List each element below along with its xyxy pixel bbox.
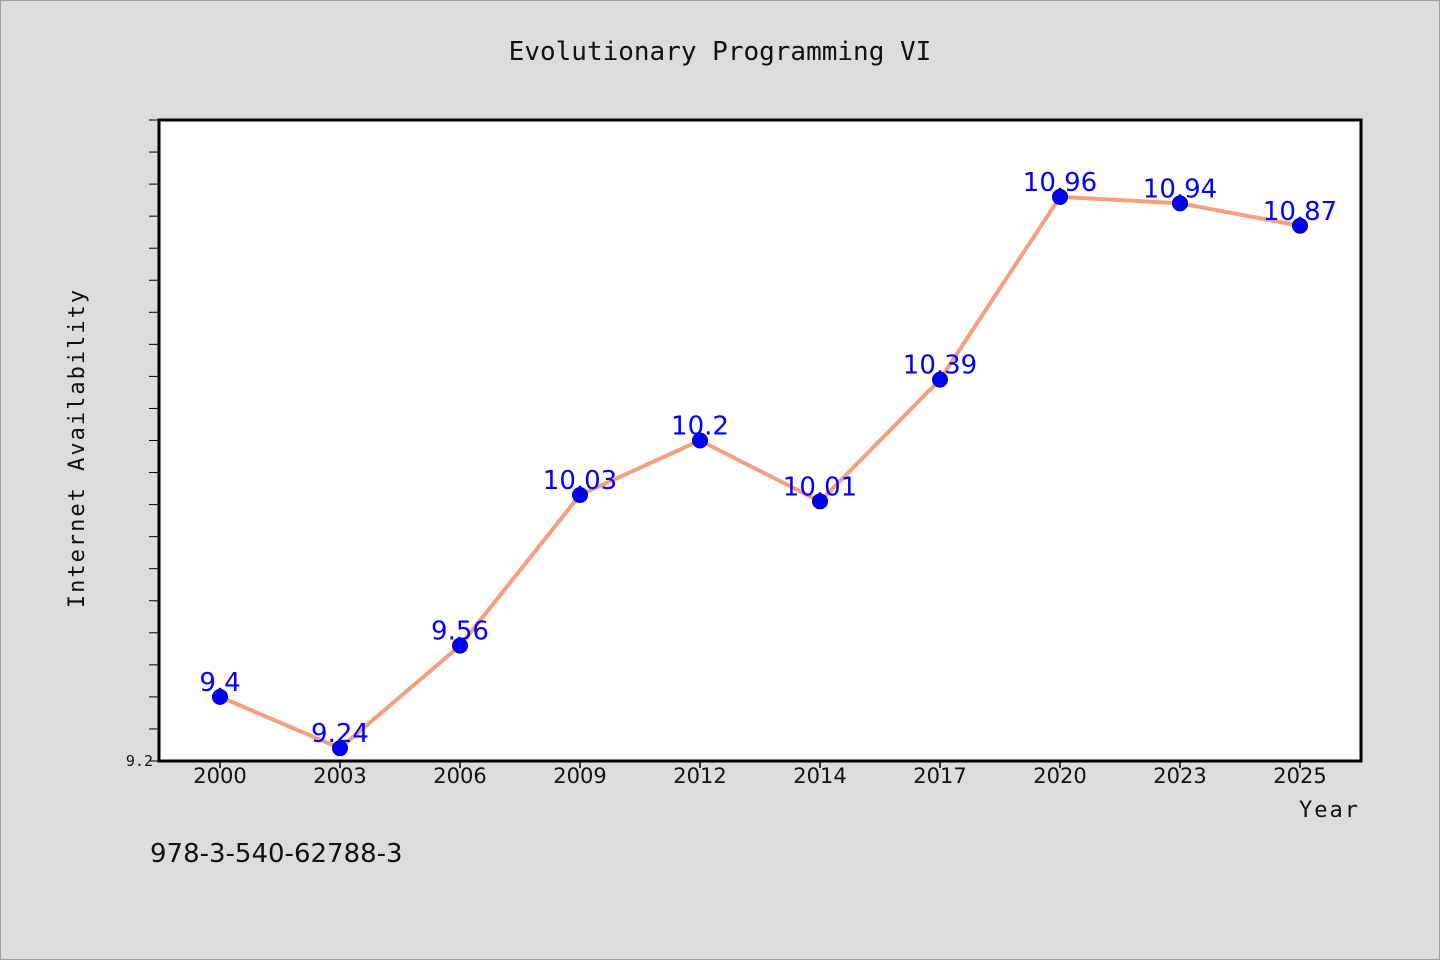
data-label: 10.94 bbox=[1143, 174, 1217, 204]
data-label: 10.01 bbox=[783, 472, 857, 502]
x-tick-label: 2009 bbox=[553, 764, 606, 788]
data-label: 9.4 bbox=[199, 668, 240, 698]
y-axis-label: Internet Availability bbox=[65, 288, 90, 608]
x-tick-label: 2003 bbox=[313, 764, 366, 788]
x-axis-label: Year bbox=[1299, 798, 1360, 823]
data-point-marker bbox=[572, 486, 588, 503]
x-tick-label: 2012 bbox=[673, 764, 726, 788]
x-tick-label: 2017 bbox=[913, 764, 966, 788]
y-axis-ticks bbox=[149, 119, 159, 762]
data-point-marker bbox=[1292, 217, 1308, 234]
isbn-text: 978-3-540-62788-3 bbox=[150, 839, 403, 869]
data-point-marker bbox=[212, 688, 228, 705]
data-label: 10.03 bbox=[543, 466, 617, 496]
x-tick-label: 2014 bbox=[793, 764, 846, 788]
data-point-marker bbox=[452, 637, 468, 654]
data-label: 10.2 bbox=[671, 412, 729, 442]
data-label: 9.56 bbox=[431, 617, 489, 647]
data-label: 10.96 bbox=[1023, 168, 1097, 198]
x-tick-label: 2023 bbox=[1153, 764, 1206, 788]
plot-area bbox=[157, 118, 1363, 763]
y-tick-label: 9.2 bbox=[126, 752, 153, 770]
x-tick-label: 2025 bbox=[1273, 764, 1326, 788]
data-point-marker bbox=[332, 740, 348, 757]
data-label: 10.87 bbox=[1263, 197, 1337, 227]
data-point-marker bbox=[932, 371, 948, 388]
chart-title: Evolutionary Programming VI bbox=[509, 37, 932, 67]
x-tick-label: 2000 bbox=[193, 764, 246, 788]
data-point-marker bbox=[1172, 195, 1188, 212]
x-tick-label: 2006 bbox=[433, 764, 486, 788]
data-point-marker bbox=[812, 493, 828, 510]
data-label: 9.24 bbox=[311, 719, 369, 749]
x-axis-ticks: 2000 2003 2006 2009 2012 2014 2017 2020 2023 2025 bbox=[193, 761, 1327, 788]
data-point-marker bbox=[1052, 188, 1068, 205]
x-tick-label: 2020 bbox=[1033, 764, 1086, 788]
data-label: 10.39 bbox=[903, 351, 977, 381]
series-line bbox=[219, 194, 1301, 751]
data-point-marker bbox=[692, 432, 708, 449]
series-layer: 9.4 9.24 9.56 10.03 10.2 10.01 10.39 10.96 10.94… bbox=[199, 168, 1337, 757]
